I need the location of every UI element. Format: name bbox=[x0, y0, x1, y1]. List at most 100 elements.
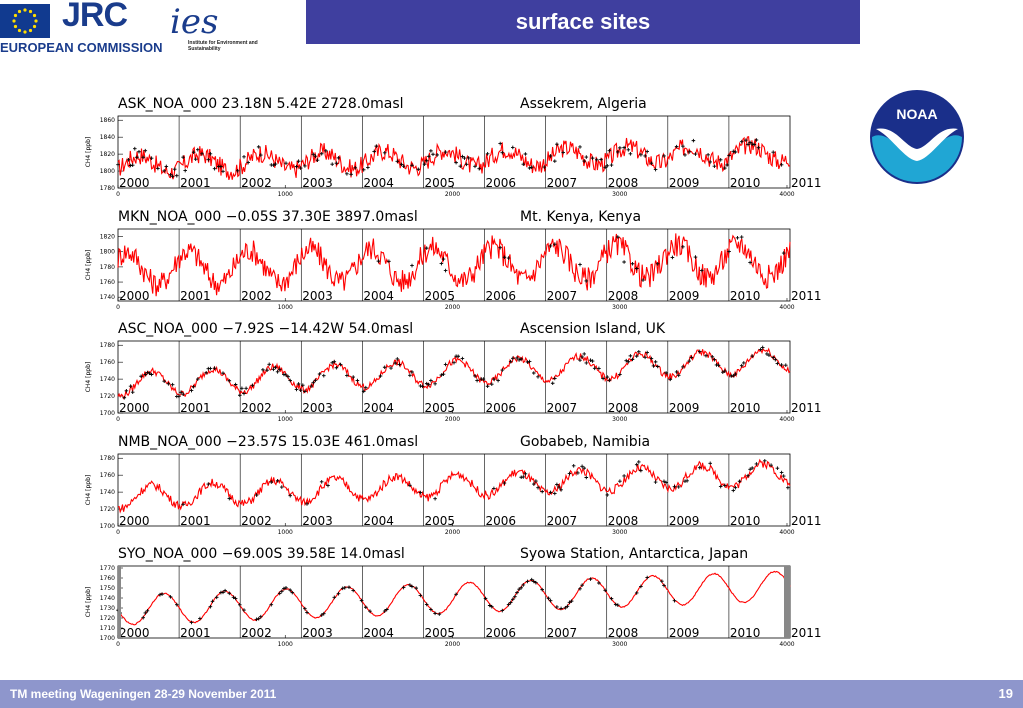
obs-point bbox=[206, 482, 211, 486]
obs-point bbox=[311, 152, 316, 157]
obs-point bbox=[521, 162, 526, 166]
obs-point bbox=[708, 461, 712, 466]
obs-point bbox=[305, 502, 309, 506]
x-tick-label: 2000 bbox=[445, 191, 460, 198]
obs-point bbox=[387, 259, 391, 264]
obs-point bbox=[149, 372, 154, 377]
obs-point bbox=[548, 244, 553, 248]
obs-point bbox=[490, 382, 494, 387]
y-tick-label: 1700 bbox=[100, 635, 115, 642]
obs-point bbox=[771, 150, 775, 154]
year-label: 2004 bbox=[363, 289, 394, 303]
obs-point bbox=[193, 157, 198, 161]
x-tick-label: 1000 bbox=[278, 191, 293, 198]
obs-point bbox=[128, 384, 133, 389]
obs-point bbox=[645, 575, 649, 580]
year-label: 2010 bbox=[730, 176, 761, 190]
year-label: 2004 bbox=[363, 176, 394, 190]
obs-point bbox=[563, 606, 568, 610]
obs-point bbox=[410, 370, 414, 374]
obs-point bbox=[364, 385, 368, 390]
obs-point bbox=[477, 166, 481, 171]
y-tick-label: 1760 bbox=[100, 359, 115, 366]
obs-point bbox=[227, 496, 232, 501]
obs-point bbox=[628, 152, 633, 156]
obs-point bbox=[622, 260, 626, 264]
x-tick-label: 4000 bbox=[779, 304, 794, 311]
obs-point bbox=[517, 587, 521, 591]
obs-point bbox=[561, 150, 565, 155]
obs-point bbox=[349, 172, 353, 177]
obs-point bbox=[662, 583, 666, 588]
obs-point bbox=[473, 374, 477, 378]
x-tick-label: 4000 bbox=[779, 191, 794, 198]
obs-point bbox=[168, 172, 173, 177]
obs-point bbox=[385, 607, 389, 612]
obs-point bbox=[727, 153, 731, 158]
obs-point bbox=[284, 586, 288, 590]
obs-point bbox=[527, 359, 532, 364]
year-label: 2007 bbox=[547, 289, 578, 303]
obs-point bbox=[271, 367, 276, 372]
obs-point bbox=[183, 168, 187, 173]
obs-point bbox=[439, 373, 444, 377]
obs-point bbox=[162, 379, 166, 383]
obs-point bbox=[784, 363, 788, 367]
y-tick-label: 1730 bbox=[100, 605, 115, 612]
obs-point bbox=[731, 149, 736, 154]
x-tick-label: 3000 bbox=[612, 641, 627, 648]
obs-point bbox=[221, 169, 225, 174]
year-label: 2003 bbox=[302, 626, 333, 640]
obs-point bbox=[143, 611, 148, 615]
obs-point bbox=[519, 357, 523, 361]
obs-point bbox=[676, 373, 681, 378]
y-tick-label: 1700 bbox=[100, 410, 115, 417]
obs-point bbox=[399, 162, 404, 167]
obs-point bbox=[529, 577, 534, 582]
obs-point bbox=[351, 375, 355, 379]
obs-point bbox=[334, 161, 339, 166]
panel-title-2: ASC_NOA_000 −7.92S −14.42W 54.0masl bbox=[118, 321, 413, 337]
obs-point bbox=[160, 592, 164, 596]
year-label: 2003 bbox=[302, 176, 333, 190]
obs-point bbox=[424, 602, 429, 607]
obs-point bbox=[557, 485, 561, 489]
obs-point bbox=[175, 173, 179, 178]
obs-point bbox=[181, 502, 185, 507]
obs-point bbox=[527, 166, 532, 170]
year-label: 2010 bbox=[730, 401, 761, 415]
x-tick-label: 4000 bbox=[779, 641, 794, 648]
obs-point bbox=[607, 148, 612, 153]
year-label: 2009 bbox=[669, 176, 700, 190]
y-tick-label: 1860 bbox=[100, 117, 115, 124]
obs-point bbox=[525, 579, 530, 584]
obs-point bbox=[303, 606, 307, 611]
year-label: 2001 bbox=[180, 401, 211, 415]
panel-title-1: MKN_NOA_000 −0.05S 37.30E 3897.0masl bbox=[118, 209, 418, 225]
obs-point bbox=[681, 244, 685, 249]
obs-point bbox=[332, 359, 337, 364]
obs-point bbox=[170, 174, 175, 179]
obs-point bbox=[492, 377, 496, 381]
year-label: 2000 bbox=[119, 289, 150, 303]
obs-point bbox=[177, 394, 181, 399]
year-label: 2006 bbox=[486, 289, 517, 303]
obs-point bbox=[452, 360, 456, 365]
obs-point bbox=[565, 604, 570, 609]
eu-star bbox=[12, 19, 16, 23]
obs-point bbox=[145, 609, 150, 613]
eu-star bbox=[32, 13, 37, 18]
obs-point bbox=[697, 349, 702, 354]
obs-point bbox=[431, 152, 435, 157]
obs-point bbox=[775, 466, 780, 470]
obs-point bbox=[750, 466, 754, 470]
obs-point bbox=[655, 364, 660, 369]
obs-point bbox=[210, 599, 215, 604]
obs-point bbox=[439, 261, 444, 266]
year-label: 2003 bbox=[302, 514, 333, 528]
panel-location-2: Ascension Island, UK bbox=[520, 321, 666, 337]
x-tick-label: 1000 bbox=[278, 529, 293, 536]
obs-point bbox=[609, 163, 614, 167]
year-label: 2006 bbox=[486, 401, 517, 415]
